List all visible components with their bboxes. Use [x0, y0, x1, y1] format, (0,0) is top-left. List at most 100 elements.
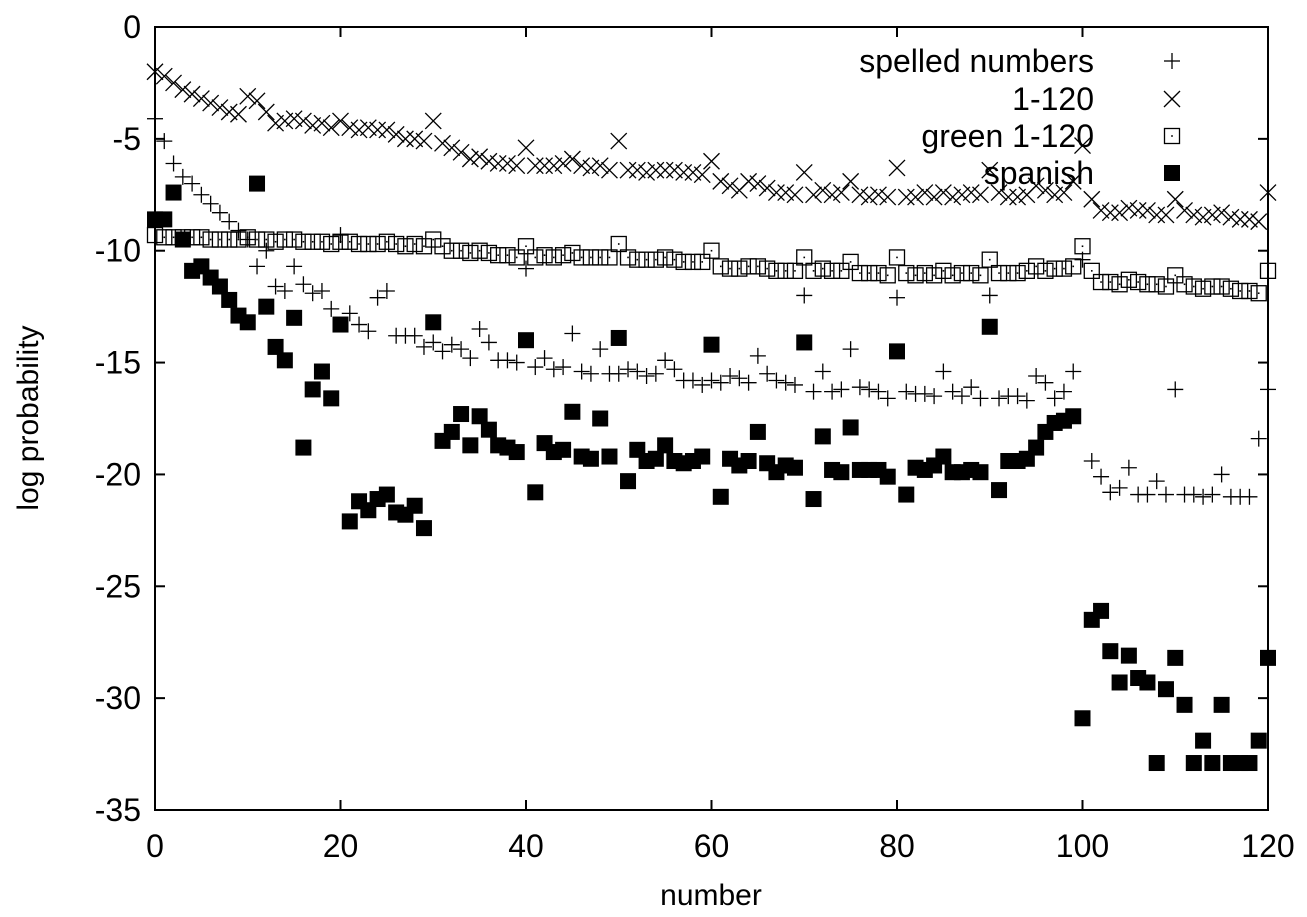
data-point [313, 363, 330, 380]
legend-marker [1164, 53, 1180, 69]
data-point [1102, 643, 1119, 660]
data-point [221, 291, 238, 308]
data-point [211, 231, 229, 248]
data-point [1204, 278, 1221, 295]
data-point [462, 350, 479, 367]
data-point [1157, 486, 1174, 503]
data-point [582, 450, 599, 467]
data-point [1148, 473, 1165, 490]
data-point [156, 133, 173, 150]
data-point [610, 365, 627, 382]
data-point [786, 459, 803, 476]
data-point [406, 327, 423, 344]
y-tick-label: -15 [95, 345, 141, 381]
data-point [657, 437, 674, 454]
data-point [832, 184, 850, 202]
data-point [387, 235, 405, 253]
data-point [647, 365, 664, 382]
data-point [248, 231, 266, 248]
data-point [1148, 206, 1166, 224]
data-point [1120, 459, 1137, 476]
data-point [1250, 213, 1268, 231]
data-point [536, 157, 554, 175]
data-point [610, 329, 627, 346]
data-point [916, 264, 933, 282]
data-point [155, 67, 173, 85]
data-point [703, 372, 720, 389]
data-point [638, 367, 655, 384]
data-point [749, 258, 767, 275]
data-point [1093, 602, 1110, 619]
data-point [805, 491, 822, 508]
data-point [554, 155, 572, 172]
x-tick-label: 20 [323, 828, 359, 864]
data-point [221, 231, 238, 248]
data-point [1102, 484, 1119, 501]
data-point [935, 363, 952, 380]
data-point [833, 464, 850, 481]
data-point [889, 343, 905, 360]
data-point [749, 423, 766, 440]
data-point [712, 172, 730, 190]
data-point [1176, 696, 1193, 713]
data-point [165, 155, 182, 172]
data-point [833, 262, 850, 279]
data-point [295, 233, 312, 250]
data-point [1195, 732, 1212, 749]
data-point [480, 244, 498, 262]
data-point [591, 157, 609, 175]
legend-marker [1163, 127, 1181, 145]
data-point [257, 103, 275, 121]
data-point [740, 258, 757, 275]
data-point [276, 231, 294, 248]
data-point [767, 184, 785, 202]
data-point [963, 379, 980, 396]
data-point [814, 260, 831, 277]
data-point [202, 94, 220, 112]
data-point [267, 338, 284, 355]
data-point [944, 267, 961, 284]
data-point [527, 359, 544, 376]
data-point [1157, 278, 1175, 295]
data-point [1167, 381, 1184, 398]
data-point [332, 227, 349, 244]
data-point [323, 300, 340, 317]
data-point [1055, 184, 1073, 202]
data-point [963, 264, 980, 282]
data-point [165, 184, 182, 201]
data-point [239, 229, 256, 246]
data-point [814, 428, 831, 445]
data-point [1009, 264, 1026, 282]
data-point [332, 316, 349, 333]
data-point [619, 161, 637, 179]
legend-label: spanish [984, 155, 1094, 191]
data-point [666, 251, 683, 268]
data-point [601, 249, 618, 266]
data-point [452, 242, 470, 259]
data-point [1111, 276, 1128, 293]
data-point [406, 235, 423, 253]
data-point [249, 258, 266, 275]
data-point [972, 267, 989, 284]
data-point [712, 488, 729, 505]
data-point [221, 213, 238, 230]
data-point [443, 336, 460, 353]
data-point [369, 235, 386, 253]
y-tick-label: -30 [95, 680, 141, 716]
data-point [1139, 486, 1156, 503]
data-point [759, 260, 776, 277]
data-point [1083, 262, 1100, 279]
data-point [796, 287, 813, 304]
data-point [1037, 262, 1054, 279]
data-point [174, 81, 192, 99]
data-point [842, 253, 859, 271]
data-point [508, 157, 526, 175]
data-point [425, 334, 442, 351]
data-point [174, 231, 191, 248]
data-point [1111, 674, 1128, 691]
data-point [1055, 383, 1072, 400]
data-point [842, 172, 860, 190]
data-point [694, 253, 711, 271]
data-point [527, 249, 544, 266]
data-point [1120, 647, 1137, 664]
